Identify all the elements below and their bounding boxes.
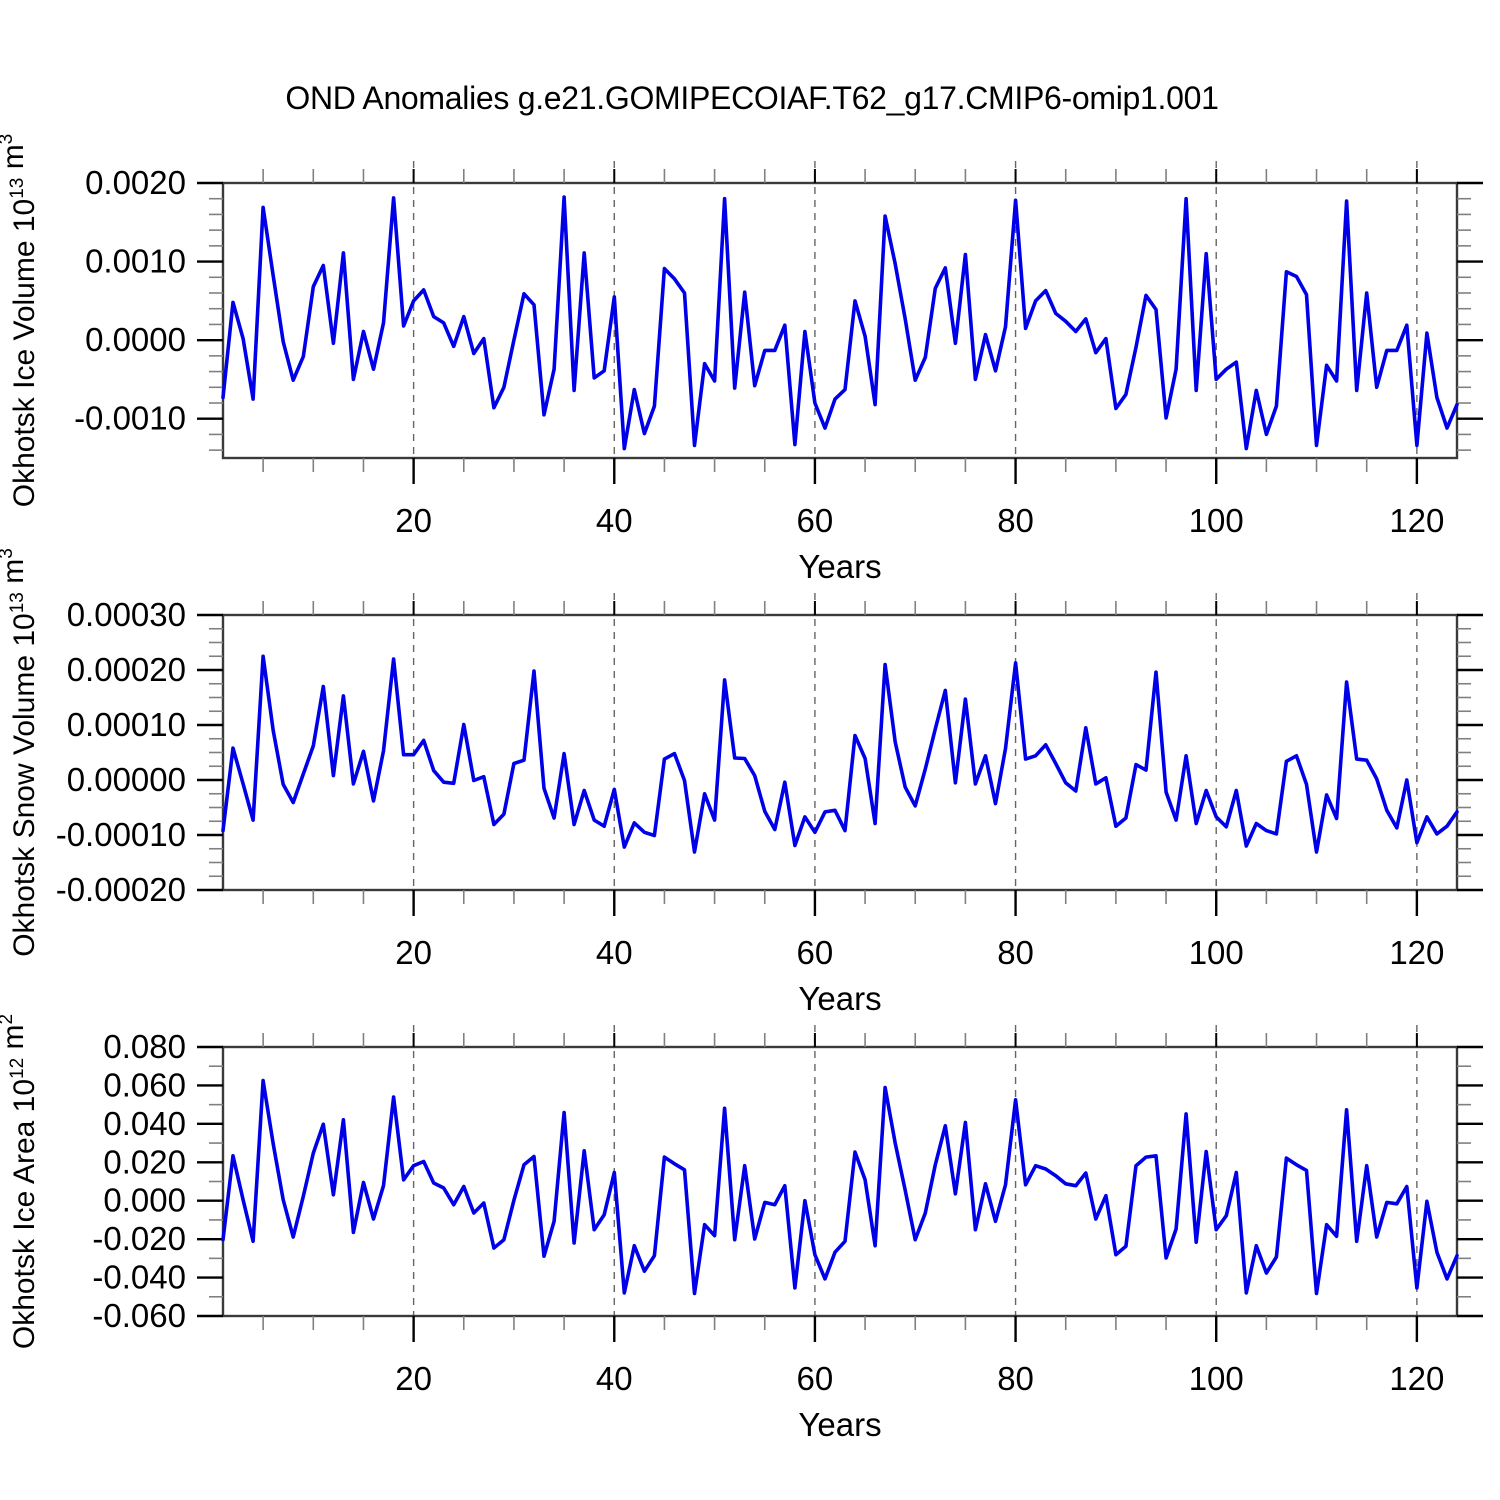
panel-3-y-tick-label: 0.000 (103, 1182, 186, 1219)
panel-3-y-tick-label: -0.060 (92, 1297, 186, 1334)
panel-2-x-tick-label: 80 (997, 934, 1034, 971)
panel-1-x-tick-label: 60 (797, 502, 834, 539)
panel-1-frame (221, 181, 1459, 460)
panel-1-y-tick-label: 0.0010 (85, 243, 186, 280)
panel-1-x-tick-label: 120 (1389, 502, 1444, 539)
panel-2-x-tick-label: 40 (596, 934, 633, 971)
panel-3-y-tick-label: 0.040 (103, 1105, 186, 1142)
panel-3-frame (221, 1045, 1459, 1318)
panel-1-y-axis-title: Okhotsk Ice Volume 1013 m3 (0, 134, 41, 508)
panel-2-series-line (221, 654, 1459, 854)
panel-3-x-tick-label: 100 (1189, 1360, 1244, 1397)
panel-1-x-tick-label: 80 (997, 502, 1034, 539)
panel-3-y-tick-label: 0.080 (103, 1028, 186, 1065)
panel-1-x-tick-label: 100 (1189, 502, 1244, 539)
panel-2-frame (221, 613, 1459, 892)
panel-2-y-tick-label: -0.00010 (56, 816, 186, 853)
panel-2-x-tick-label: 120 (1389, 934, 1444, 971)
panel-3-x-tick-label: 80 (997, 1360, 1034, 1397)
panel-2-y-tick-label: 0.00020 (67, 651, 186, 688)
panel-2-y-tick-label: 0.00010 (67, 706, 186, 743)
panel-1-y-tick-label: 0.0000 (85, 321, 186, 358)
panel-2-x-axis-title: Years (798, 980, 881, 1017)
panel-3-x-tick-label: 120 (1389, 1360, 1444, 1397)
panel-3-y-tick-label: -0.040 (92, 1259, 186, 1296)
panel-1-y-tick-label: 0.0020 (85, 164, 186, 201)
panel-3-y-axis-title: Okhotsk Ice Area 1012 m2 (0, 1014, 41, 1349)
panel-2-y-tick-label: -0.00020 (56, 871, 186, 908)
panel-2-x-tick-label: 20 (395, 934, 432, 971)
panel-3-series-line (221, 1078, 1459, 1296)
panel-1-x-tick-label: 40 (596, 502, 633, 539)
panel-3-x-tick-label: 20 (395, 1360, 432, 1397)
panel-3-y-tick-label: 0.020 (103, 1143, 186, 1180)
panel-3-x-axis-title: Years (798, 1406, 881, 1443)
panel-1-series-line (221, 195, 1459, 451)
panel-3-y-tick-label: -0.020 (92, 1220, 186, 1257)
panel-1-y-tick-label: -0.0010 (74, 400, 186, 437)
panel-1-x-tick-label: 20 (395, 502, 432, 539)
panel-3-y-tick-label: 0.060 (103, 1066, 186, 1103)
figure-title: OND Anomalies g.e21.GOMIPECOIAF.T62_g17.… (285, 80, 1219, 116)
panel-3-x-tick-label: 40 (596, 1360, 633, 1397)
panel-2-x-tick-label: 60 (797, 934, 834, 971)
panel-2-y-tick-label: 0.00030 (67, 596, 186, 633)
panel-2-y-axis-title: Okhotsk Snow Volume 1013 m3 (0, 548, 41, 957)
panel-3-x-tick-label: 60 (797, 1360, 834, 1397)
panel-2-x-tick-label: 100 (1189, 934, 1244, 971)
panel-2-y-tick-label: 0.00000 (67, 761, 186, 798)
panel-1-x-axis-title: Years (798, 548, 881, 585)
